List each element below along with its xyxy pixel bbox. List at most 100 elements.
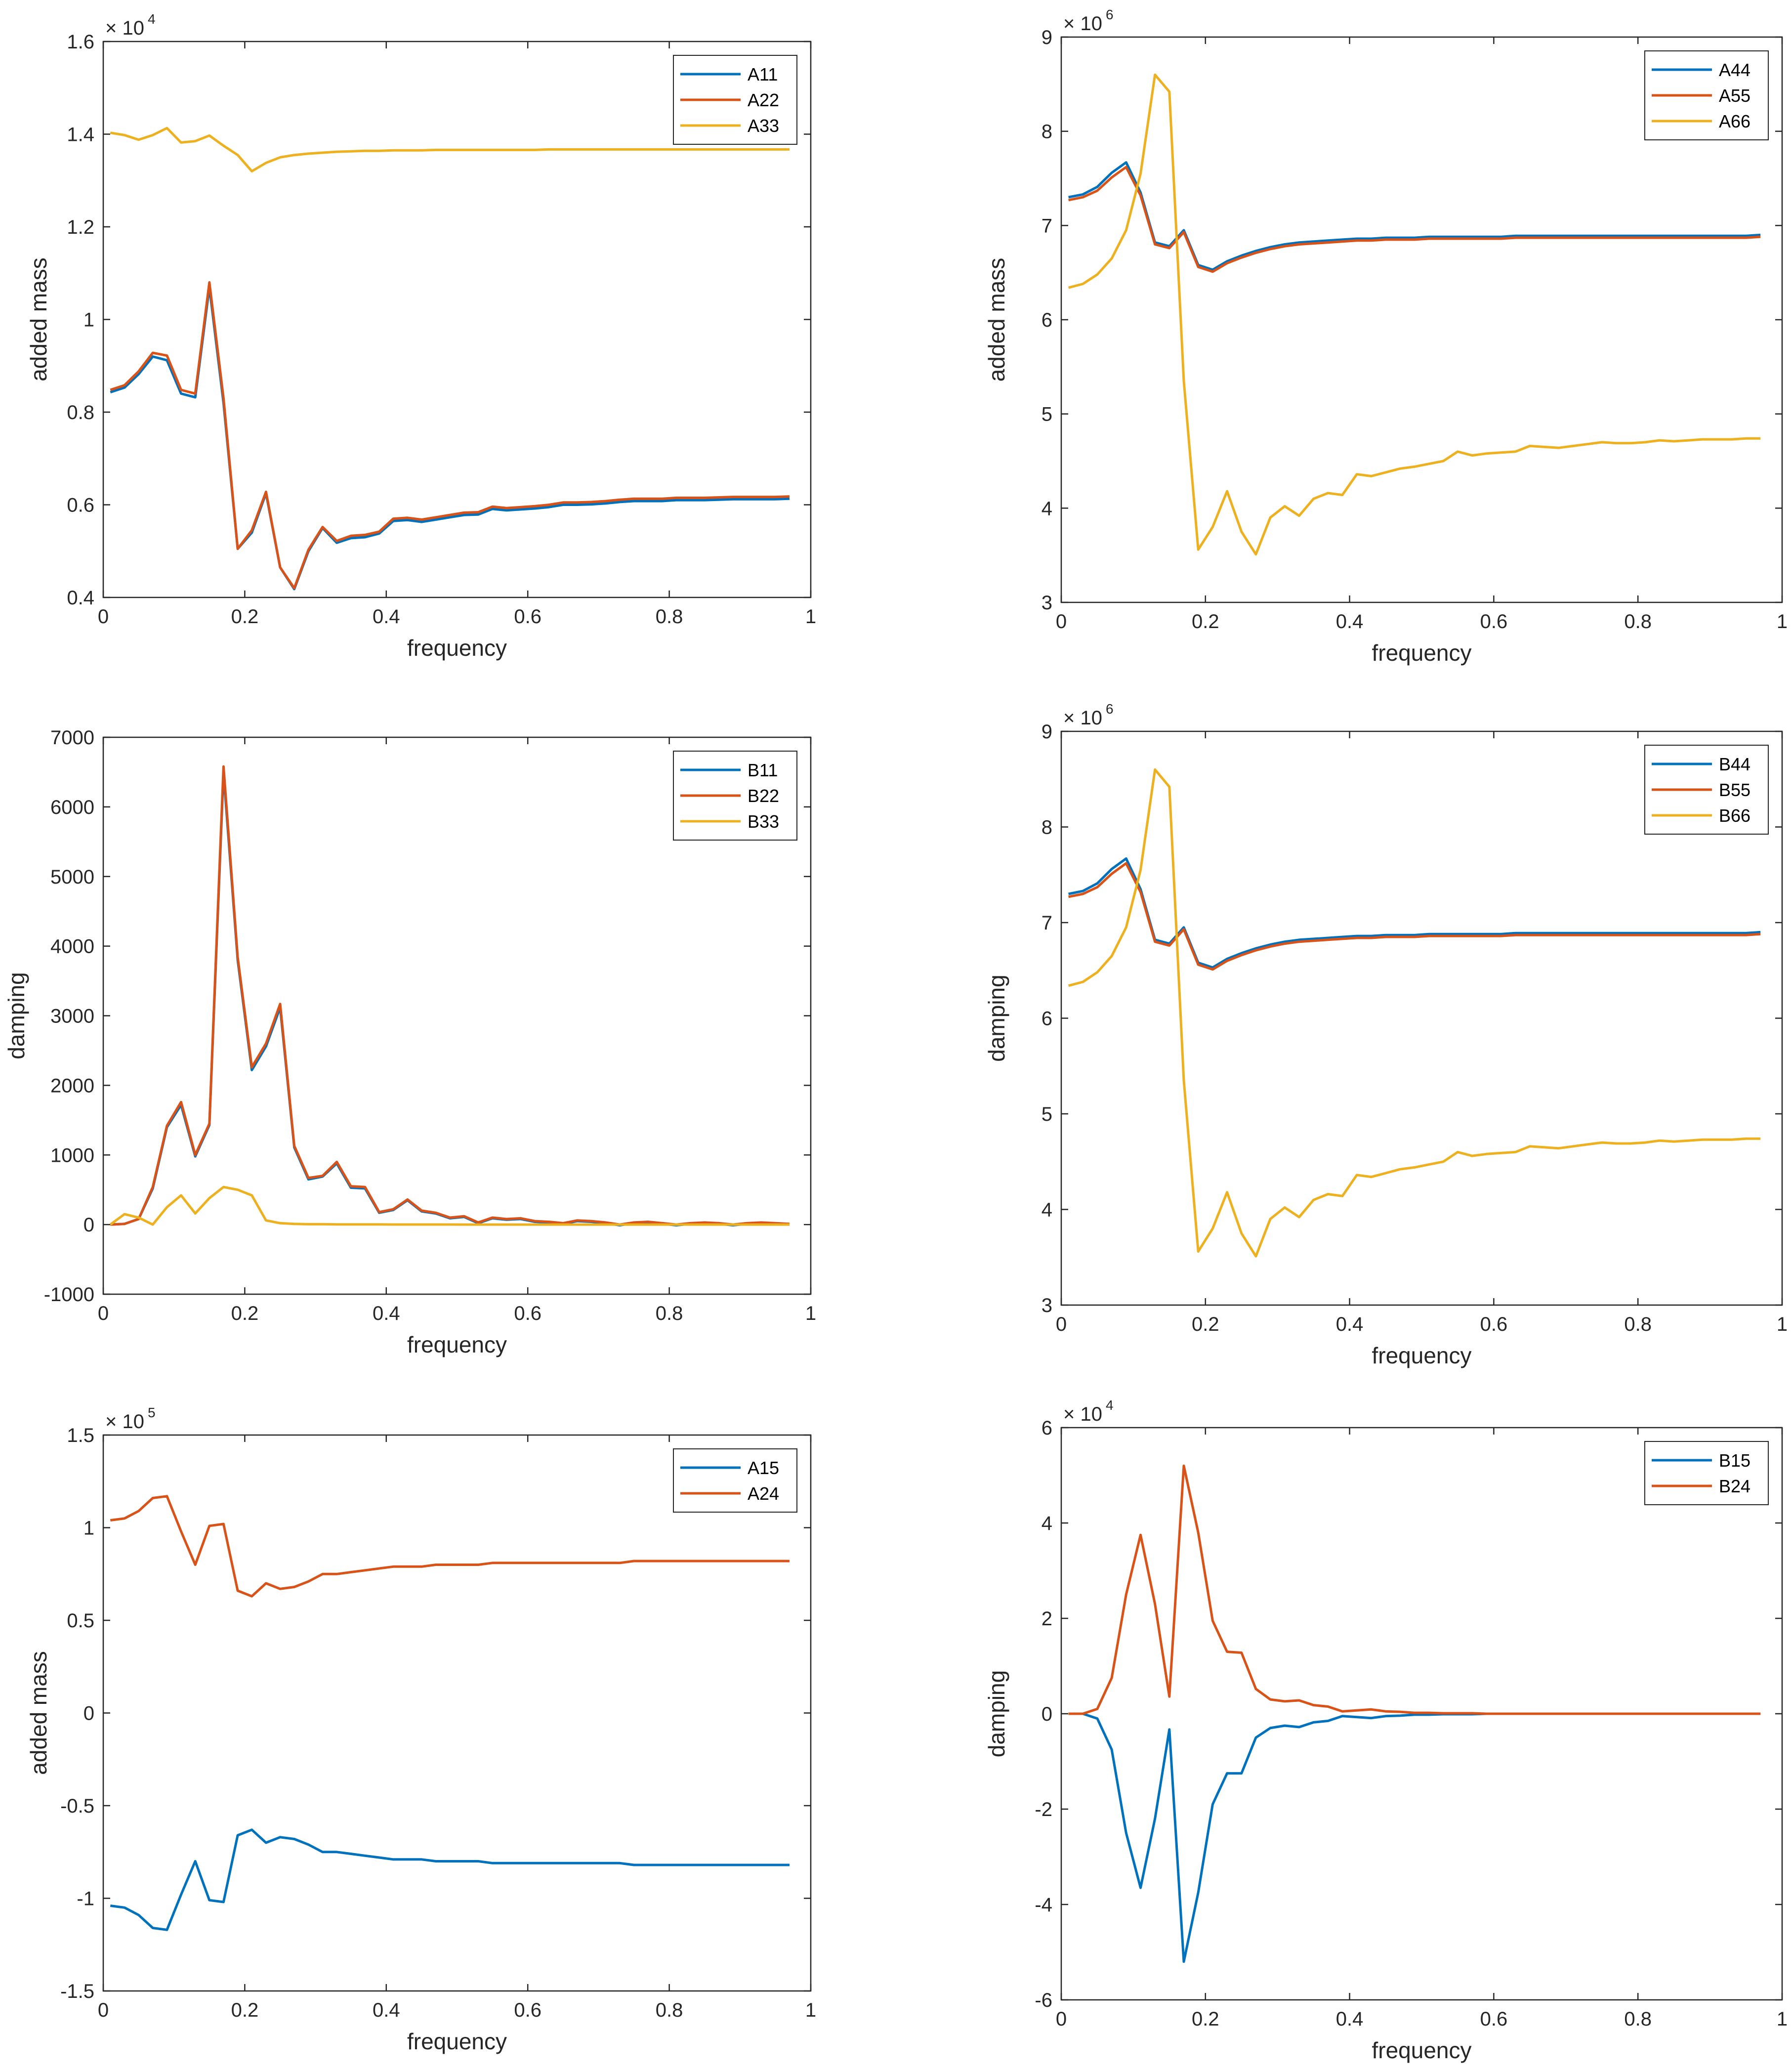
chart-panel-3: 0 0.2 0.4 0.6 0.8 1-1000010002000300040005000… bbox=[3, 727, 816, 1357]
y-tick-label: 4000 bbox=[50, 936, 94, 958]
y-tick-label: -4 bbox=[1035, 1894, 1052, 1916]
axis-multiplier: × 10 bbox=[105, 1411, 144, 1433]
x-tick-label: 0.4 bbox=[373, 1999, 400, 2021]
legend-entry-label: A33 bbox=[748, 116, 779, 136]
y-tick-label: 6 bbox=[1041, 309, 1052, 331]
y-tick-label: 5 bbox=[1041, 404, 1052, 425]
legend-entry-label: A11 bbox=[748, 64, 778, 85]
y-tick-label: 2000 bbox=[50, 1075, 94, 1097]
chart-panel-1: 0 0.2 0.4 0.6 0.8 1 0.4 0.6 0.8 1 1.2 1.4 1.6 × 10 4 fr… bbox=[26, 11, 816, 661]
axis-multiplier-exponent: 6 bbox=[1106, 7, 1114, 22]
axis-multiplier: × 10 bbox=[1063, 13, 1102, 35]
y-tick-label: 3 bbox=[1041, 1295, 1052, 1316]
x-tick-label: 0 bbox=[1056, 2008, 1067, 2030]
series-line-a55 bbox=[1068, 166, 1761, 273]
series-group bbox=[1068, 1464, 1761, 1963]
x-tick-label: 0.2 bbox=[231, 1999, 259, 2021]
y-tick-label: 0.5 bbox=[67, 1610, 94, 1632]
series-group bbox=[1068, 73, 1761, 556]
x-tick-label: 0.8 bbox=[656, 1303, 683, 1324]
x-tick-label: 0.4 bbox=[373, 1303, 400, 1324]
y-tick-label: -2 bbox=[1035, 1799, 1052, 1820]
x-tick-label: 0.4 bbox=[1336, 611, 1364, 633]
y-tick-label: -1000 bbox=[44, 1284, 94, 1306]
x-tick-label: 0.8 bbox=[1624, 611, 1652, 633]
legend-entry-label: A55 bbox=[1719, 85, 1750, 106]
x-tick-label: 1 bbox=[805, 606, 816, 628]
series-group bbox=[110, 1495, 790, 1931]
x-tick-label: 0.4 bbox=[1336, 1313, 1364, 1335]
legend-entry-label: B55 bbox=[1719, 780, 1750, 800]
y-tick-label: 4 bbox=[1041, 1199, 1052, 1221]
chart-panel-2: 0 0.2 0.4 0.6 0.8 1 3 4 5 6 7 8 9 × 10 6 frequency added… bbox=[984, 7, 1788, 666]
series-group bbox=[1068, 768, 1761, 1258]
x-tick-label: 0 bbox=[98, 1999, 109, 2021]
x-axis-label: frequency bbox=[407, 635, 507, 661]
legend: B11 B22 B33 bbox=[673, 751, 797, 841]
series-line-b66 bbox=[1068, 768, 1761, 1258]
y-tick-label: 7 bbox=[1041, 215, 1052, 237]
x-axis-label: frequency bbox=[407, 2029, 507, 2054]
x-tick-label: 0.2 bbox=[231, 606, 259, 628]
y-tick-label: 1.6 bbox=[67, 31, 94, 53]
y-axis-label: added mass bbox=[984, 258, 1009, 382]
y-tick-label: 3000 bbox=[50, 1006, 94, 1027]
x-tick-label: 0.8 bbox=[1624, 1313, 1652, 1335]
chart-panel-5: 0 0.2 0.4 0.6 0.8 1 -1.5 -1 -0.5 0 0.5 1 1.5 × 10 5 fre… bbox=[26, 1405, 816, 2054]
y-tick-label: 0.6 bbox=[67, 495, 94, 516]
y-tick-label: 9 bbox=[1041, 27, 1052, 48]
x-tick-label: 0.2 bbox=[231, 1303, 259, 1324]
y-tick-label: 1 bbox=[83, 1518, 94, 1539]
x-tick-label: 1 bbox=[1777, 1313, 1788, 1335]
y-tick-label: -6 bbox=[1035, 1989, 1052, 2011]
series-group bbox=[110, 127, 790, 591]
axis-multiplier: × 10 bbox=[105, 17, 144, 39]
legend-entry-label: A22 bbox=[748, 90, 779, 110]
axis-multiplier-exponent: 4 bbox=[148, 11, 156, 27]
y-tick-label: 1.5 bbox=[67, 1425, 94, 1446]
y-tick-label: 2 bbox=[1041, 1608, 1052, 1630]
series-line-b44 bbox=[1068, 857, 1761, 969]
x-tick-label: 1 bbox=[1777, 611, 1788, 633]
axis-multiplier-exponent: 6 bbox=[1106, 701, 1114, 717]
x-tick-label: 0.6 bbox=[514, 606, 541, 628]
legend-entry-label: B15 bbox=[1719, 1450, 1750, 1471]
y-tick-label: 1 bbox=[83, 309, 94, 331]
y-tick-label: 1.4 bbox=[67, 124, 94, 146]
y-tick-label: 5 bbox=[1041, 1103, 1052, 1125]
series-line-b24 bbox=[1068, 1464, 1761, 1715]
legend: B44 B55 B66 bbox=[1644, 745, 1769, 835]
legend-entry-label: B66 bbox=[1719, 805, 1750, 826]
y-tick-label: 0 bbox=[83, 1703, 94, 1725]
x-tick-label: 0.6 bbox=[514, 1303, 541, 1324]
y-tick-label: 6 bbox=[1041, 1008, 1052, 1030]
x-axis-label: frequency bbox=[1372, 640, 1471, 666]
y-tick-label: 6000 bbox=[50, 797, 94, 818]
series-group bbox=[109, 765, 790, 1226]
y-tick-label: -0.5 bbox=[60, 1795, 94, 1817]
x-tick-label: 1 bbox=[1777, 2008, 1788, 2030]
x-tick-label: 0 bbox=[98, 606, 109, 628]
legend-entry-label: B11 bbox=[748, 760, 778, 780]
y-tick-label: -1 bbox=[77, 1888, 94, 1910]
x-tick-label: 0.2 bbox=[1192, 1313, 1219, 1335]
x-axis-label: frequency bbox=[407, 1332, 507, 1357]
series-line-a24 bbox=[110, 1495, 790, 1598]
series-line-a22 bbox=[110, 281, 790, 590]
axis-multiplier: × 10 bbox=[1063, 1403, 1102, 1425]
y-tick-label: -1.5 bbox=[60, 1981, 94, 2002]
legend-entry-label: B24 bbox=[1719, 1476, 1750, 1496]
y-tick-label: 7 bbox=[1041, 912, 1052, 934]
y-tick-label: 1.2 bbox=[67, 216, 94, 238]
x-tick-label: 0.4 bbox=[1336, 2008, 1364, 2030]
y-tick-label: 4 bbox=[1041, 498, 1052, 519]
x-tick-label: 0.6 bbox=[1480, 2008, 1508, 2030]
x-tick-label: 1 bbox=[805, 1303, 816, 1324]
y-tick-label: 0 bbox=[1041, 1703, 1052, 1725]
legend-entry-label: A24 bbox=[748, 1483, 779, 1504]
legend-entry-label: A44 bbox=[1719, 60, 1750, 80]
